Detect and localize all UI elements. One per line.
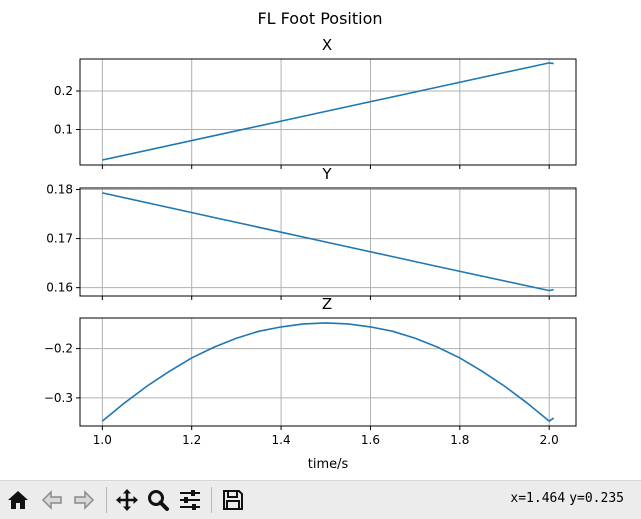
back-button[interactable] [38, 486, 66, 514]
series-line [101, 322, 555, 423]
x-tick-label: 1.0 [93, 433, 112, 447]
subplot-title: Z [322, 295, 332, 313]
sliders-icon [180, 490, 200, 510]
save-button[interactable] [219, 486, 247, 514]
axes-frame [79, 317, 577, 427]
subplot-x: 0.1 0.2 X [54, 36, 577, 169]
y-tick-label: −0.2 [44, 342, 73, 356]
subplot-y: 0.16 0.17 0.18 Y [46, 165, 577, 300]
zoom-magnifier-icon [148, 490, 169, 511]
floppy-disk-icon [223, 490, 243, 510]
y-tick-label: 0.2 [54, 84, 73, 98]
subplot-z: 1.0 1.2 1.4 1.6 1.8 2.0 −0.3 −0.2 Z [44, 295, 577, 447]
series-line [102, 192, 554, 292]
x-tick-label: 1.2 [182, 433, 201, 447]
back-arrow-icon [41, 490, 62, 510]
x-tick-label: 1.6 [361, 433, 380, 447]
navigation-toolbar: x=1.464 y=0.235 [0, 480, 641, 519]
toolbar-separator [211, 487, 212, 513]
x-tick-label: 1.4 [272, 433, 291, 447]
y-tick-label: −0.3 [44, 391, 73, 405]
subplot-title: X [322, 36, 332, 54]
cursor-x-readout: x=1.464 [510, 491, 566, 506]
y-tick-label: 0.16 [46, 281, 73, 295]
y-tick-label: 0.1 [54, 123, 73, 137]
x-axis-label: time/s [308, 457, 349, 472]
axes-frame [79, 58, 577, 166]
cursor-coordinates-readout: x=1.464 y=0.235 [510, 491, 624, 506]
series-line [102, 62, 554, 161]
figure-suptitle: FL Foot Position [257, 9, 382, 28]
x-tick-label: 1.8 [450, 433, 469, 447]
pan-move-icon [116, 489, 138, 511]
axes-frame [79, 187, 577, 297]
zoom-button[interactable] [144, 486, 172, 514]
x-tick-label: 2.0 [540, 433, 559, 447]
y-tick-label: 0.17 [46, 232, 73, 246]
figure-canvas[interactable]: FL Foot Position 0.1 0.2 X 0.16 0.17 0.18 Y 1.0… [0, 0, 641, 480]
forward-button[interactable] [70, 486, 98, 514]
toolbar-separator [106, 487, 107, 513]
y-tick-label: 0.18 [46, 182, 73, 196]
home-icon [8, 491, 28, 509]
pan-button[interactable] [113, 486, 141, 514]
subplot-title: Y [321, 165, 332, 183]
configure-subplots-button[interactable] [176, 486, 204, 514]
home-button[interactable] [4, 486, 32, 514]
forward-arrow-icon [74, 490, 95, 510]
cursor-y-readout: y=0.235 [569, 491, 624, 506]
